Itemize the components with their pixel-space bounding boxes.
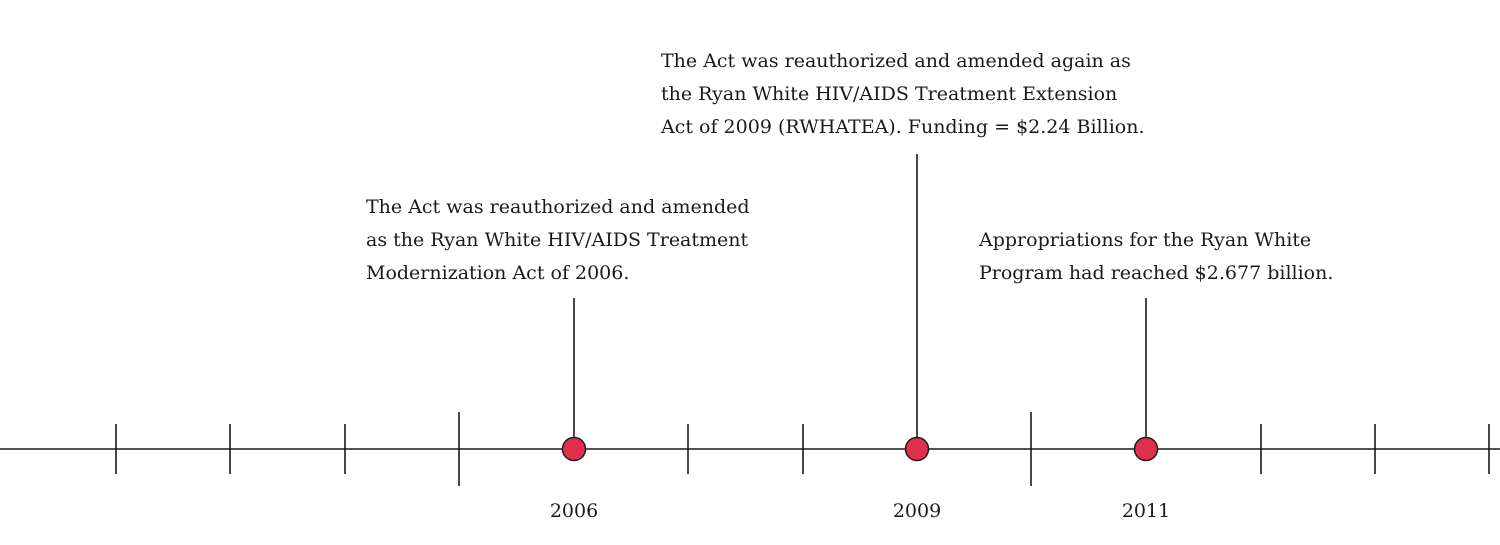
event-description-2009: The Act was reauthorized and amended aga… xyxy=(661,45,1145,144)
event-text-line: The Act was reauthorized and amended aga… xyxy=(661,50,1131,72)
event-text-line: Appropriations for the Ryan White xyxy=(979,229,1312,251)
event-marker-2009 xyxy=(904,436,930,462)
year-label-2011: 2011 xyxy=(1121,500,1171,522)
event-text-line: Act of 2009 (RWHATEA). Funding = $2.24 B… xyxy=(661,116,1145,138)
year-label-2009: 2009 xyxy=(892,500,942,522)
event-text-line: the Ryan White HIV/AIDS Treatment Extens… xyxy=(661,83,1118,105)
event-text-line: Modernization Act of 2006. xyxy=(366,262,630,284)
event-marker-2011 xyxy=(1133,436,1159,462)
event-description-2011: Appropriations for the Ryan White Progra… xyxy=(979,224,1333,290)
event-marker-2006 xyxy=(561,436,587,462)
event-description-2006: The Act was reauthorized and amended as … xyxy=(366,191,750,290)
event-text-line: as the Ryan White HIV/AIDS Treatment xyxy=(366,229,749,251)
year-label-2006: 2006 xyxy=(549,500,599,522)
event-text-line: The Act was reauthorized and amended xyxy=(366,196,750,218)
event-text-line: Program had reached $2.677 billion. xyxy=(979,262,1334,284)
